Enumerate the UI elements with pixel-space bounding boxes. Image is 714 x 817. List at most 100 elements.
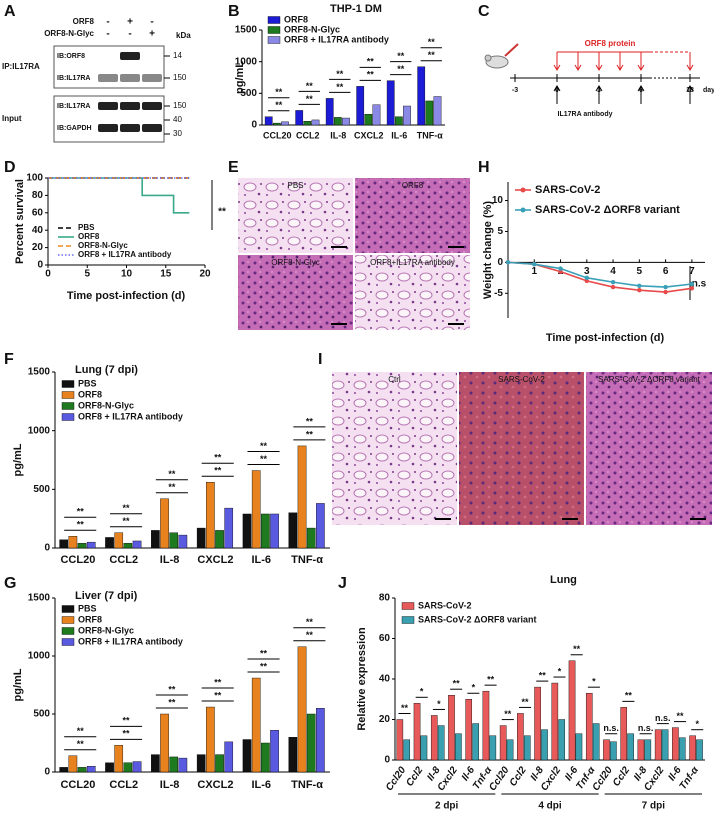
- bar: [627, 733, 634, 761]
- legend-label: ORF8: [284, 14, 308, 24]
- y-axis-label: pg/mL: [12, 443, 24, 476]
- bar: [433, 96, 442, 126]
- antibody-arrow: [553, 85, 561, 104]
- legend-label: ORF8-N-Glyc: [78, 400, 134, 410]
- blot-band: [98, 102, 118, 110]
- protein-label: ORF8 protein: [585, 39, 636, 48]
- bar: [86, 541, 96, 549]
- group-label: 7 dpi: [642, 801, 666, 812]
- kda-label: 40: [173, 115, 182, 124]
- bar: [297, 646, 307, 773]
- y-tick-label: 1500: [28, 593, 51, 604]
- bar: [541, 729, 548, 761]
- legend-swatch: [401, 602, 415, 610]
- significance-label: **: [306, 630, 314, 640]
- significance-label: **: [260, 441, 268, 451]
- bar: [403, 739, 411, 761]
- significance-label: **: [123, 516, 131, 526]
- significance-label: **: [522, 697, 530, 707]
- legend-label: SARS-CoV-2 ΔORF8 variant: [535, 204, 680, 216]
- x-tick-label: IL-6: [391, 130, 407, 140]
- significance-label: **: [77, 507, 85, 517]
- x-tick-label: 6: [663, 266, 669, 277]
- bar: [394, 116, 403, 126]
- significance-label: **: [677, 711, 685, 721]
- significance-label: **: [123, 716, 131, 726]
- group-label: 2 dpi: [435, 801, 459, 812]
- bar: [654, 729, 662, 761]
- significance-label: **: [275, 100, 283, 110]
- bar: [215, 754, 224, 773]
- antibody-arrow: [637, 85, 645, 104]
- histology-image: [459, 372, 584, 525]
- antibody-label: IL17RA antibody: [558, 111, 613, 118]
- y-tick-label: 500: [33, 484, 50, 495]
- bar: [196, 527, 206, 549]
- bar: [132, 761, 142, 773]
- bar: [420, 735, 428, 761]
- bar: [160, 713, 169, 773]
- unit-label: kDa: [176, 31, 191, 40]
- legend-label: ORF8 + IL17RA antibody: [78, 636, 183, 646]
- bar: [261, 742, 270, 773]
- significance-label: *: [695, 719, 699, 729]
- y-tick-label: 1500: [28, 367, 51, 378]
- bar: [264, 116, 273, 126]
- condition-mark: -: [106, 17, 109, 28]
- blot-band: [142, 102, 162, 110]
- protein-arrow: [616, 52, 624, 71]
- kda-label: 30: [173, 129, 182, 138]
- bar: [465, 699, 473, 761]
- y-tick-label: -5: [494, 288, 503, 299]
- bar: [506, 739, 514, 761]
- panel-label: E: [228, 159, 239, 176]
- x-tick-label: CXCL2: [197, 779, 233, 791]
- bar: [372, 104, 381, 126]
- bar: [206, 706, 215, 773]
- chart-title: THP-1 DM: [330, 3, 382, 15]
- significance-label: **: [214, 677, 222, 687]
- bar: [270, 730, 279, 773]
- x-tick-label: IL-8: [160, 779, 180, 791]
- legend-swatch: [61, 391, 75, 399]
- antibody-arrow: [595, 85, 603, 104]
- bar: [224, 507, 234, 549]
- x-tick-label: TNF-α: [291, 554, 323, 566]
- legend-label: ORF8: [78, 232, 100, 241]
- histology-image: [355, 178, 470, 253]
- panel-label: B: [228, 3, 240, 20]
- x-tick-label: 4: [610, 266, 616, 277]
- blot-band: [120, 74, 140, 82]
- significance-label: **: [306, 81, 314, 91]
- bar: [517, 713, 524, 761]
- bar: [242, 513, 252, 549]
- marker: [584, 275, 589, 281]
- marker: [663, 289, 668, 295]
- legend-label: PBS: [78, 378, 97, 388]
- significance-label: *: [558, 666, 562, 676]
- x-tick-label: 0: [45, 269, 51, 280]
- y-tick-label: 1500: [235, 25, 258, 36]
- bar: [568, 660, 576, 761]
- legend-label: ORF8 + IL17RA antibody: [284, 34, 389, 44]
- bar: [261, 513, 270, 549]
- x-tick-label: IL-8: [160, 554, 180, 566]
- y-tick-label: 0: [44, 767, 50, 778]
- blot-band: [98, 74, 118, 82]
- significance-label: **: [625, 691, 633, 701]
- legend-swatch: [267, 26, 281, 34]
- condition-mark: -: [150, 17, 153, 28]
- significance-label: **: [214, 690, 222, 700]
- blot-band: [120, 124, 140, 132]
- bar: [114, 745, 124, 773]
- significance-label: **: [504, 709, 512, 719]
- significance-label: **: [397, 51, 405, 61]
- bar: [123, 762, 133, 773]
- x-tick-label: CCL20: [263, 130, 292, 140]
- significance-label: **: [77, 726, 85, 736]
- blot-band: [120, 52, 140, 60]
- bar: [178, 534, 188, 549]
- bar: [114, 532, 124, 549]
- legend-label: ORF8: [78, 614, 102, 624]
- legend-label: ORF8 + IL17RA antibody: [78, 411, 183, 421]
